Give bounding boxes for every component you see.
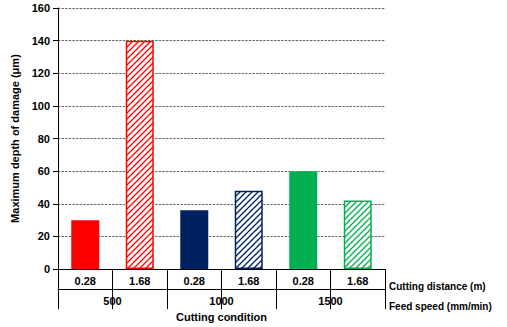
svg-text:Feed speed (mm/min): Feed speed (mm/min) <box>389 301 492 312</box>
svg-text:60: 60 <box>38 165 50 177</box>
svg-text:1.68: 1.68 <box>347 275 368 287</box>
svg-text:1.68: 1.68 <box>129 275 150 287</box>
svg-text:0.28: 0.28 <box>75 275 96 287</box>
svg-text:20: 20 <box>38 230 50 242</box>
svg-text:80: 80 <box>38 133 50 145</box>
svg-text:120: 120 <box>32 67 50 79</box>
svg-text:0: 0 <box>44 263 50 275</box>
svg-text:40: 40 <box>38 198 50 210</box>
svg-text:100: 100 <box>32 100 50 112</box>
svg-text:0.28: 0.28 <box>293 275 314 287</box>
svg-text:Cutting distance (m): Cutting distance (m) <box>389 281 486 292</box>
svg-text:500: 500 <box>103 295 121 307</box>
svg-text:1500: 1500 <box>318 295 342 307</box>
svg-text:160: 160 <box>32 2 50 14</box>
svg-text:1000: 1000 <box>209 295 233 307</box>
svg-text:0.28: 0.28 <box>184 275 205 287</box>
svg-text:Maximum depth of damage (μm): Maximum depth of damage (μm) <box>9 54 21 223</box>
svg-text:Cutting condition: Cutting condition <box>176 311 267 323</box>
svg-text:140: 140 <box>32 35 50 47</box>
svg-text:1.68: 1.68 <box>238 275 259 287</box>
